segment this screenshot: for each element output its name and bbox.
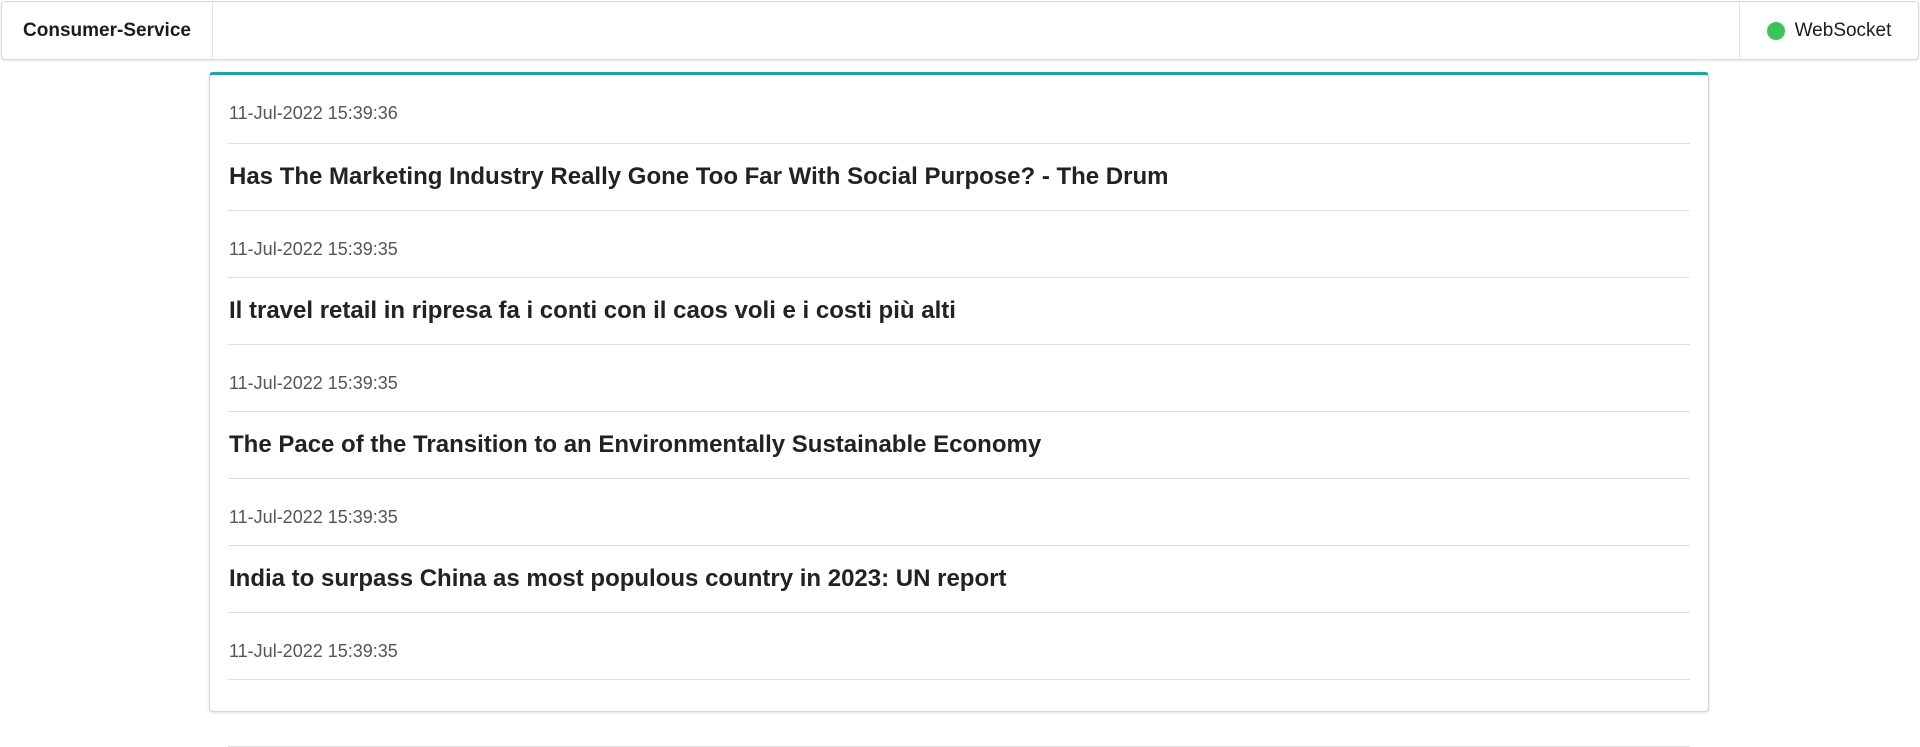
- news-timestamp: 11-Jul-2022 15:39:35: [228, 345, 1690, 412]
- top-navbar: Consumer-Service WebSocket: [1, 1, 1919, 60]
- app-brand[interactable]: Consumer-Service: [2, 2, 213, 59]
- news-headline[interactable]: India to surpass China as most populous …: [228, 546, 1690, 613]
- news-headline[interactable]: The Pace of the Transition to an Environ…: [228, 412, 1690, 479]
- news-headline[interactable]: [228, 680, 1690, 747]
- news-feed-card: 11-Jul-2022 15:39:36 Has The Marketing I…: [209, 72, 1709, 747]
- news-headline[interactable]: Il travel retail in ripresa fa i conti c…: [228, 278, 1690, 345]
- navbar-spacer: [213, 2, 1739, 59]
- news-timestamp: 11-Jul-2022 15:39:35: [228, 479, 1690, 546]
- connection-status-dot-icon: [1766, 21, 1785, 40]
- news-timestamp: 11-Jul-2022 15:39:35: [228, 613, 1690, 680]
- news-timestamp: 11-Jul-2022 15:39:35: [228, 211, 1690, 278]
- news-headline[interactable]: Has The Marketing Industry Really Gone T…: [228, 144, 1690, 211]
- news-feed-list: 11-Jul-2022 15:39:36 Has The Marketing I…: [228, 75, 1690, 747]
- news-timestamp: 11-Jul-2022 15:39:36: [228, 75, 1690, 144]
- websocket-status[interactable]: WebSocket: [1739, 2, 1918, 59]
- websocket-label: WebSocket: [1794, 19, 1892, 41]
